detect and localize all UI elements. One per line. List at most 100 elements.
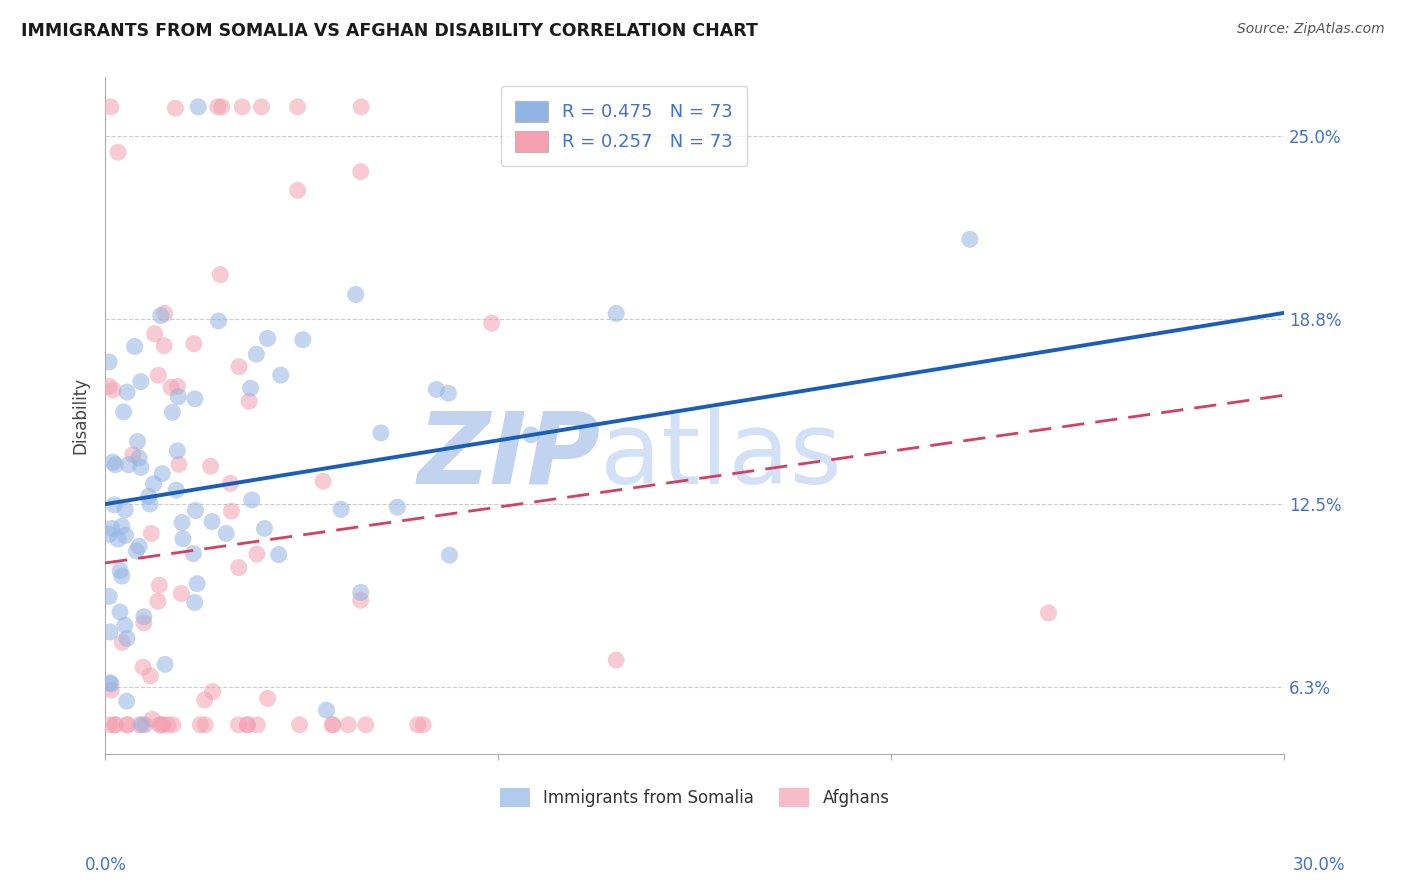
Point bbox=[117, 718, 139, 732]
Point bbox=[194, 718, 217, 732]
Point bbox=[322, 718, 344, 732]
Point bbox=[141, 712, 163, 726]
Point bbox=[172, 516, 194, 530]
Point bbox=[236, 718, 259, 732]
Point bbox=[149, 718, 172, 732]
Point bbox=[350, 164, 373, 178]
Point bbox=[231, 100, 253, 114]
Point bbox=[183, 547, 205, 561]
Point bbox=[211, 100, 233, 114]
Point bbox=[184, 392, 207, 406]
Point bbox=[128, 450, 150, 465]
Point bbox=[312, 475, 335, 489]
Point bbox=[98, 379, 121, 393]
Point bbox=[98, 675, 121, 690]
Point bbox=[153, 306, 176, 320]
Point bbox=[605, 653, 627, 667]
Point bbox=[141, 526, 163, 541]
Point bbox=[481, 316, 503, 330]
Y-axis label: Disability: Disability bbox=[72, 377, 89, 454]
Point bbox=[959, 232, 981, 246]
Point bbox=[148, 578, 170, 592]
Point bbox=[246, 718, 269, 732]
Point bbox=[98, 624, 121, 639]
Point bbox=[101, 455, 124, 469]
Point bbox=[100, 677, 122, 691]
Point bbox=[250, 100, 273, 114]
Point bbox=[142, 476, 165, 491]
Point bbox=[170, 586, 193, 600]
Point bbox=[166, 379, 188, 393]
Point bbox=[128, 718, 150, 732]
Point bbox=[103, 498, 125, 512]
Point bbox=[153, 339, 176, 353]
Point bbox=[165, 483, 187, 497]
Point bbox=[201, 684, 224, 698]
Point bbox=[207, 314, 229, 328]
Point bbox=[114, 503, 136, 517]
Point bbox=[122, 448, 145, 462]
Point bbox=[406, 718, 429, 732]
Point bbox=[98, 718, 121, 732]
Point bbox=[100, 100, 122, 114]
Legend: Immigrants from Somalia, Afghans: Immigrants from Somalia, Afghans bbox=[494, 781, 896, 814]
Text: Source: ZipAtlas.com: Source: ZipAtlas.com bbox=[1237, 22, 1385, 37]
Point bbox=[143, 326, 166, 341]
Point bbox=[221, 504, 243, 518]
Point bbox=[350, 585, 373, 599]
Point bbox=[125, 544, 148, 558]
Point bbox=[256, 331, 278, 345]
Point bbox=[228, 359, 250, 374]
Point bbox=[103, 383, 125, 397]
Point bbox=[129, 460, 152, 475]
Point bbox=[128, 539, 150, 553]
Point bbox=[200, 459, 222, 474]
Point bbox=[236, 718, 259, 732]
Point bbox=[100, 683, 122, 698]
Point bbox=[118, 458, 141, 472]
Point bbox=[183, 336, 205, 351]
Text: atlas: atlas bbox=[600, 408, 842, 505]
Point bbox=[153, 657, 176, 672]
Point bbox=[167, 458, 190, 472]
Point bbox=[337, 718, 360, 732]
Point bbox=[162, 405, 184, 419]
Point bbox=[288, 718, 311, 732]
Text: IMMIGRANTS FROM SOMALIA VS AFGHAN DISABILITY CORRELATION CHART: IMMIGRANTS FROM SOMALIA VS AFGHAN DISABI… bbox=[21, 22, 758, 40]
Point bbox=[350, 593, 373, 607]
Point bbox=[350, 100, 373, 114]
Point bbox=[167, 390, 190, 404]
Point bbox=[104, 718, 127, 732]
Point bbox=[152, 718, 174, 732]
Point bbox=[127, 434, 149, 449]
Point bbox=[111, 569, 134, 583]
Point bbox=[520, 427, 543, 442]
Point bbox=[188, 718, 211, 732]
Point bbox=[111, 519, 134, 533]
Point bbox=[115, 694, 138, 708]
Point bbox=[117, 718, 139, 732]
Point bbox=[129, 375, 152, 389]
Point bbox=[148, 368, 170, 383]
Point bbox=[186, 576, 208, 591]
Point bbox=[107, 145, 129, 160]
Point bbox=[160, 380, 183, 394]
Point bbox=[370, 425, 392, 440]
Point bbox=[228, 718, 250, 732]
Point bbox=[139, 497, 162, 511]
Point bbox=[114, 618, 136, 632]
Point bbox=[131, 718, 153, 732]
Point bbox=[240, 492, 263, 507]
Point bbox=[215, 526, 238, 541]
Point bbox=[194, 693, 217, 707]
Text: ZIP: ZIP bbox=[418, 408, 600, 505]
Point bbox=[149, 309, 172, 323]
Point bbox=[253, 521, 276, 535]
Point bbox=[321, 718, 343, 732]
Point bbox=[162, 718, 184, 732]
Point bbox=[139, 669, 162, 683]
Point bbox=[330, 502, 353, 516]
Point bbox=[101, 521, 124, 535]
Point bbox=[437, 386, 460, 401]
Point bbox=[104, 458, 127, 472]
